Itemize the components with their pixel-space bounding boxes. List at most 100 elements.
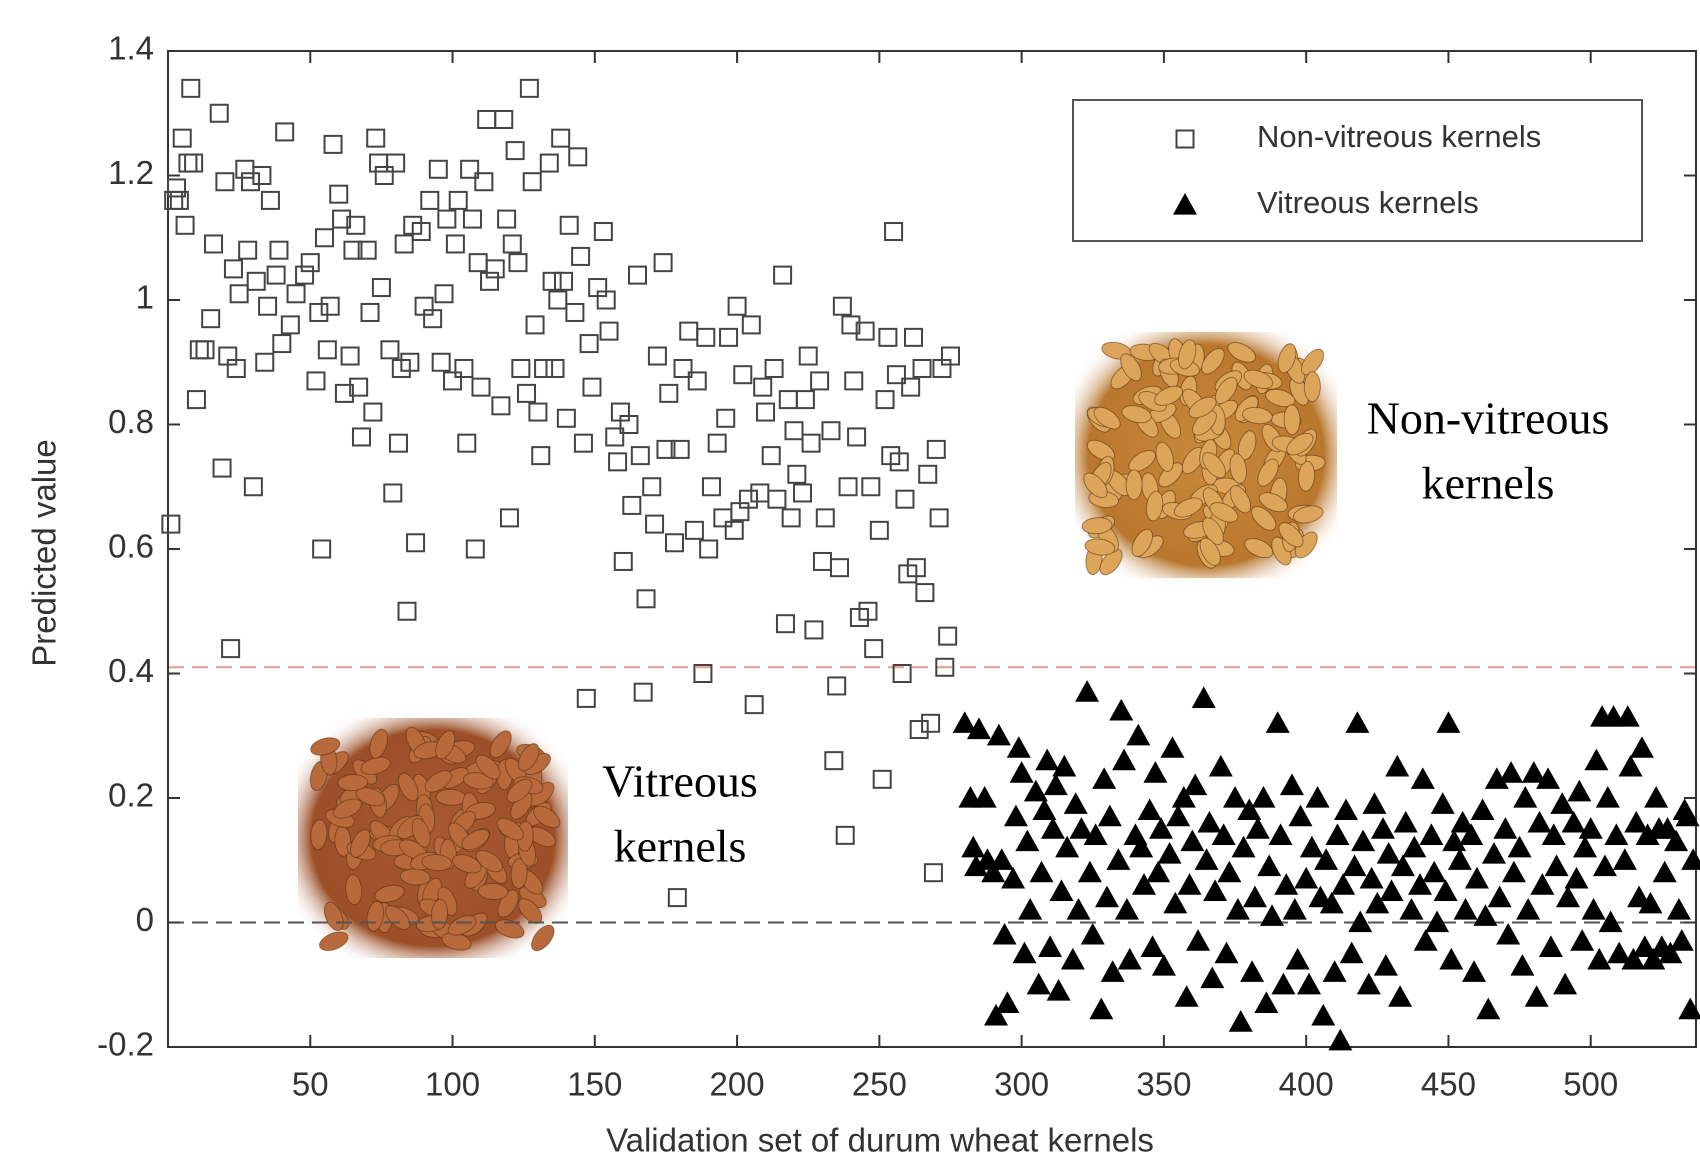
square-point — [795, 390, 815, 410]
triangle-point — [1060, 947, 1085, 970]
triangle-point — [1166, 804, 1191, 827]
square-point — [838, 477, 858, 497]
triangle-point — [1092, 767, 1117, 789]
triangle-point — [1029, 860, 1054, 883]
triangle-point — [1143, 761, 1168, 783]
square-point — [701, 477, 721, 497]
square-point — [454, 358, 474, 378]
triangle-point — [1402, 835, 1427, 858]
triangle-point — [989, 848, 1014, 870]
square-point — [360, 302, 380, 322]
square-point — [186, 390, 206, 410]
triangle-point — [1052, 754, 1077, 777]
square-point — [423, 309, 443, 329]
triangle-point — [1342, 854, 1367, 877]
y-tick-label: 0.8 — [108, 403, 154, 440]
triangle-point — [1450, 810, 1475, 833]
kernel — [461, 828, 490, 851]
triangle-point — [1413, 929, 1438, 951]
square-point — [226, 358, 246, 378]
triangle-point — [1109, 698, 1134, 721]
triangle-point — [1644, 786, 1669, 808]
kernel — [1202, 451, 1226, 479]
triangle-point — [1550, 792, 1575, 814]
square-point — [756, 402, 776, 422]
triangle-point — [1666, 898, 1691, 920]
square-point — [679, 321, 699, 341]
square-point — [172, 128, 192, 148]
triangle-point — [1049, 879, 1074, 901]
triangle-point — [1334, 798, 1359, 821]
square-point — [554, 271, 574, 291]
kernel — [1155, 441, 1174, 472]
triangle-point — [1587, 947, 1612, 970]
triangle-point — [1080, 922, 1105, 945]
x-tick-label: 350 — [1136, 1066, 1191, 1103]
square-point — [579, 334, 599, 354]
kernel — [1093, 406, 1121, 430]
square-point — [719, 327, 739, 347]
triangle-point — [1271, 972, 1296, 995]
triangle-point — [961, 835, 986, 858]
triangle-point — [1240, 960, 1265, 982]
triangle-point — [1006, 736, 1031, 758]
square-point — [201, 309, 221, 329]
square-point — [724, 520, 744, 540]
triangle-point — [1339, 941, 1364, 964]
square-point — [565, 302, 585, 322]
triangle-point — [1393, 810, 1418, 833]
square-point — [306, 371, 326, 391]
square-point — [317, 340, 337, 360]
triangle-point — [1553, 972, 1578, 995]
square-point — [223, 259, 243, 279]
square-point — [471, 377, 491, 397]
triangle-point — [1407, 873, 1432, 895]
square-point — [664, 533, 684, 553]
square-point — [684, 520, 704, 540]
series — [161, 78, 960, 908]
square-point — [474, 172, 494, 192]
triangle-point — [1265, 711, 1290, 733]
square-point — [380, 340, 400, 360]
square-point — [517, 383, 537, 403]
triangle-point — [952, 711, 977, 733]
triangle-point — [1245, 817, 1270, 839]
triangle-point — [1462, 960, 1487, 982]
square-point — [673, 358, 693, 378]
triangle-point — [1652, 860, 1677, 883]
triangle-point — [1570, 929, 1595, 951]
square-point — [605, 427, 625, 447]
square-point — [764, 358, 784, 378]
square-point — [445, 234, 465, 254]
square-point — [1175, 129, 1195, 149]
square-point — [497, 209, 517, 229]
triangle-point — [1325, 823, 1350, 845]
square-point — [212, 458, 232, 478]
legend-label: Vitreous kernels — [1257, 185, 1479, 220]
triangle-point — [1430, 792, 1455, 814]
triangle-point — [1186, 929, 1211, 951]
triangle-point — [984, 1003, 1009, 1026]
triangle-point — [1003, 804, 1028, 827]
square-point — [576, 688, 596, 708]
triangle-point — [1359, 866, 1384, 889]
square-point — [383, 483, 403, 503]
square-point — [707, 433, 727, 453]
square-point — [929, 508, 949, 528]
kernel — [1099, 548, 1123, 576]
square-point — [505, 141, 525, 161]
triangle-point — [1097, 804, 1122, 827]
triangle-point — [1257, 854, 1282, 877]
triangle-point — [1541, 823, 1566, 845]
triangle-point — [1282, 898, 1307, 920]
square-point — [314, 228, 334, 248]
square-point — [935, 657, 955, 677]
y-tick-label: -0.2 — [97, 1026, 154, 1063]
square-point — [687, 371, 707, 391]
square-point — [386, 153, 406, 173]
triangle-point — [986, 723, 1011, 746]
square-point — [255, 352, 275, 372]
square-point — [260, 190, 280, 210]
triangle-point — [1376, 842, 1401, 864]
square-point — [167, 178, 187, 198]
